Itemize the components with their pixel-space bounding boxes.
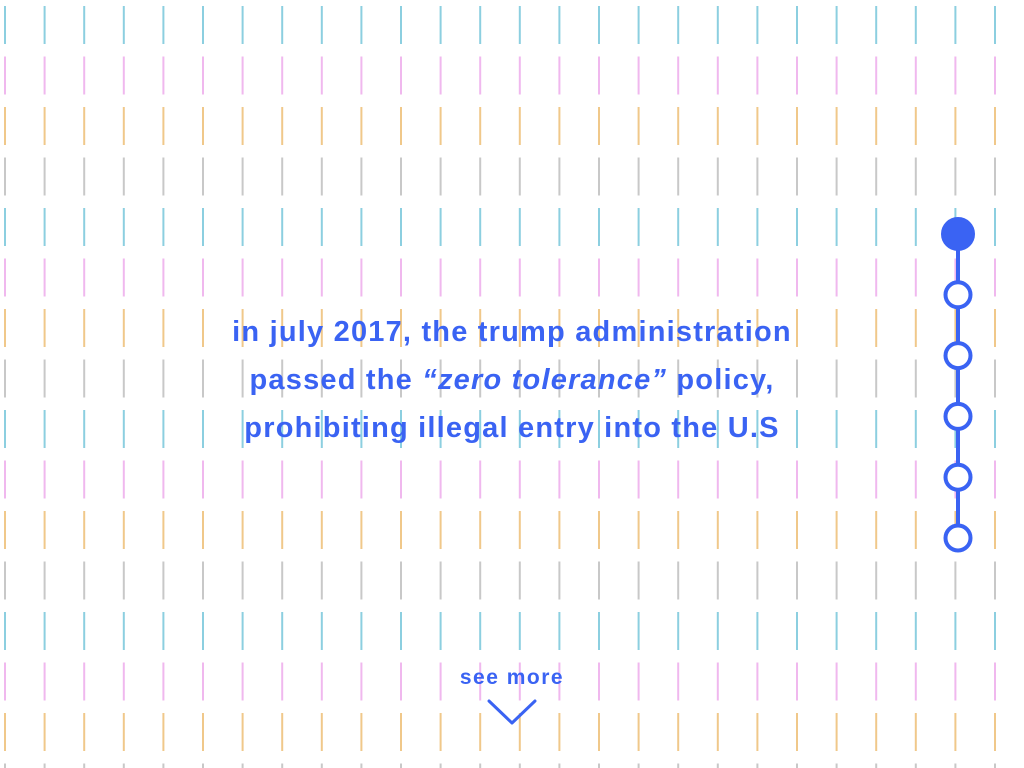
progress-step-4[interactable] (943, 401, 973, 431)
see-more-button[interactable]: see more (432, 662, 592, 734)
headline-line-2: passed the “zero tolerance” policy, (249, 364, 775, 396)
progress-step-1[interactable] (941, 217, 975, 251)
progress-step-2[interactable] (943, 280, 973, 310)
headline: in july 2017, the trump administration p… (112, 308, 912, 452)
progress-step-5[interactable] (943, 462, 973, 492)
chevron-down-icon (487, 699, 537, 725)
headline-line-3: prohibiting illegal entry into the U.S (244, 412, 780, 444)
headline-emphasis: “zero tolerance” (422, 364, 668, 396)
see-more-label: see more (459, 666, 565, 689)
progress-step-3[interactable] (943, 341, 973, 371)
step-progress-indicator[interactable] (940, 216, 976, 556)
headline-line-1: in july 2017, the trump administration (232, 316, 792, 348)
progress-step-6[interactable] (943, 523, 973, 553)
